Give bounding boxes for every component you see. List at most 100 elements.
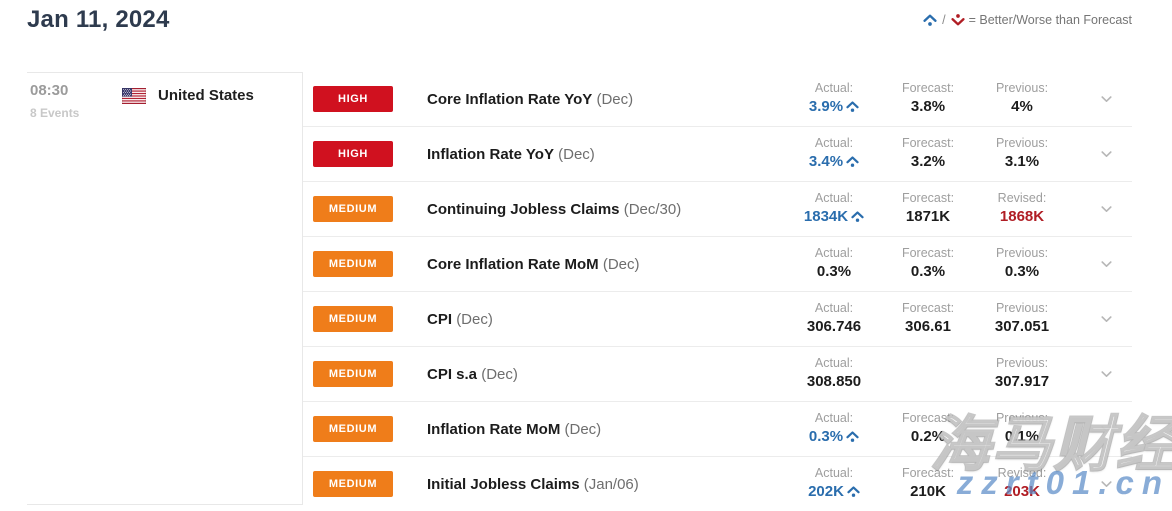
value-text: 202K <box>808 483 860 501</box>
better-arrow-icon <box>851 211 864 223</box>
chevron-down-icon <box>1100 370 1112 377</box>
event-title: Continuing Jobless Claims (Dec/30) <box>427 201 681 218</box>
value-cell: Previous: 4% <box>975 80 1069 117</box>
value-text: 306.746 <box>806 318 862 336</box>
importance-badge: MEDIUM <box>313 306 393 332</box>
value-text: 203K <box>1004 483 1040 501</box>
value-text: 0.2% <box>910 428 946 446</box>
value-cell: Forecast: 1871K <box>881 190 975 227</box>
better-arrow-icon <box>846 431 859 443</box>
value-text: 306.61 <box>905 318 951 336</box>
expand-row-button[interactable] <box>1080 425 1132 434</box>
value-text: 3.2% <box>910 153 946 171</box>
event-period: (Jan/06) <box>583 475 639 493</box>
value-label: Actual: <box>814 245 854 260</box>
value-text: 3.8% <box>910 98 946 116</box>
chevron-down-icon <box>1100 95 1112 102</box>
value-label: Forecast: <box>901 245 955 260</box>
value-label: Revised: <box>997 465 1047 480</box>
page-title: Jan 11, 2024 <box>27 6 170 33</box>
value-label: Actual: <box>814 410 854 425</box>
event-row[interactable]: HIGH Core Inflation Rate YoY (Dec) Actua… <box>303 72 1132 127</box>
value-cell: Forecast: 3.2% <box>881 135 975 172</box>
chevron-down-icon <box>1100 315 1112 322</box>
event-title: Inflation Rate YoY (Dec) <box>427 146 595 163</box>
event-name: CPI s.a <box>427 365 478 383</box>
event-row[interactable]: MEDIUM Initial Jobless Claims (Jan/06) A… <box>303 457 1132 511</box>
expand-row-button[interactable] <box>1080 95 1132 104</box>
value-cell: Actual: 3.4% <box>787 135 881 172</box>
value-cells: Actual: 0.3% Forecast: 0.3% Previous: 0.3% <box>787 245 1069 282</box>
value-label: Revised: <box>997 190 1047 205</box>
event-period: (Dec) <box>596 90 634 108</box>
event-row[interactable]: MEDIUM Core Inflation Rate MoM (Dec) Act… <box>303 237 1132 292</box>
value-label: Forecast: <box>901 135 955 150</box>
event-time: 08:30 <box>30 82 69 99</box>
value-cell: Previous: 307.917 <box>975 356 1069 392</box>
value-label: Forecast: <box>901 190 955 205</box>
event-row[interactable]: MEDIUM Inflation Rate MoM (Dec) Actual: 0… <box>303 402 1132 457</box>
event-name: Initial Jobless Claims <box>427 475 580 493</box>
value-cell: Forecast: 3.8% <box>881 81 975 117</box>
event-name: CPI <box>427 310 453 328</box>
event-name: Inflation Rate MoM <box>427 420 561 438</box>
events-count: 8 Events <box>30 106 80 120</box>
event-title: Inflation Rate MoM (Dec) <box>427 421 601 438</box>
chevron-down-icon <box>1100 150 1112 157</box>
value-text: 0.3% <box>1004 263 1040 281</box>
event-period: (Dec) <box>564 420 602 438</box>
event-name: Inflation Rate YoY <box>427 145 554 163</box>
event-period: (Dec) <box>558 145 595 163</box>
value-cell: Forecast: 306.61 <box>881 300 975 337</box>
value-cell: Previous: 307.051 <box>975 301 1069 337</box>
event-title: CPI s.a (Dec) <box>427 366 518 383</box>
expand-row-button[interactable] <box>1080 370 1132 379</box>
better-arrow-icon <box>846 101 859 113</box>
value-label: Forecast: <box>901 300 955 315</box>
importance-badge: HIGH <box>313 86 393 112</box>
value-cell: Actual: 308.850 <box>787 355 881 392</box>
expand-row-button[interactable] <box>1080 315 1132 324</box>
value-label: Previous: <box>995 410 1049 425</box>
value-label: Actual: <box>814 355 854 370</box>
value-label: Actual: <box>814 190 854 205</box>
value-text: 308.850 <box>806 373 862 391</box>
expand-row-button[interactable] <box>1080 205 1132 214</box>
value-cells: Actual: 202K Forecast: 210K Revised: 203K <box>787 465 1069 502</box>
event-title: Initial Jobless Claims (Jan/06) <box>427 476 639 493</box>
value-cell: Forecast: 210K <box>881 466 975 502</box>
event-title: Core Inflation Rate MoM (Dec) <box>427 256 640 273</box>
value-text: 3.4% <box>809 153 859 171</box>
value-text: 1868K <box>999 208 1045 226</box>
event-row[interactable]: HIGH Inflation Rate YoY (Dec) Actual: 3.4… <box>303 127 1132 182</box>
value-cell: Previous: 3.1% <box>975 136 1069 172</box>
value-label: Actual: <box>814 135 854 150</box>
legend: / = Better/Worse than Forecast <box>923 13 1132 27</box>
value-cell: Actual: 202K <box>787 466 881 502</box>
event-row[interactable]: MEDIUM CPI s.a (Dec) Actual: 308.850 Previ… <box>303 347 1132 402</box>
event-row[interactable]: MEDIUM Continuing Jobless Claims (Dec/30… <box>303 182 1132 237</box>
better-arrow-icon <box>847 486 860 498</box>
value-cell: Revised: 1868K <box>975 190 1069 227</box>
event-name: Continuing Jobless Claims <box>427 200 620 218</box>
value-cells: Actual: 3.4% Forecast: 3.2% Previous: 3.1% <box>787 135 1069 172</box>
value-cell <box>881 357 975 392</box>
event-title: Core Inflation Rate YoY (Dec) <box>427 91 633 108</box>
value-label: Actual: <box>814 300 854 315</box>
event-name: Core Inflation Rate MoM <box>427 255 599 273</box>
event-name: Core Inflation Rate YoY <box>427 90 593 108</box>
value-cell: Previous: 0.3% <box>975 246 1069 282</box>
value-cells: Actual: 0.3% Forecast: 0.2% Previous: 0.1% <box>787 410 1069 447</box>
expand-row-button[interactable] <box>1080 480 1132 489</box>
us-flag-icon <box>122 87 146 104</box>
expand-row-button[interactable] <box>1080 150 1132 159</box>
event-row[interactable]: MEDIUM CPI (Dec) Actual: 306.746 Forecast:… <box>303 292 1132 347</box>
value-label: Previous: <box>995 80 1049 95</box>
importance-badge: MEDIUM <box>313 251 393 277</box>
column-divider <box>302 72 303 504</box>
expand-row-button[interactable] <box>1080 260 1132 269</box>
event-period: (Dec/30) <box>623 200 682 218</box>
legend-text: = Better/Worse than Forecast <box>968 13 1132 27</box>
better-arrow-icon <box>923 14 937 26</box>
value-text: 3.9% <box>809 98 859 116</box>
